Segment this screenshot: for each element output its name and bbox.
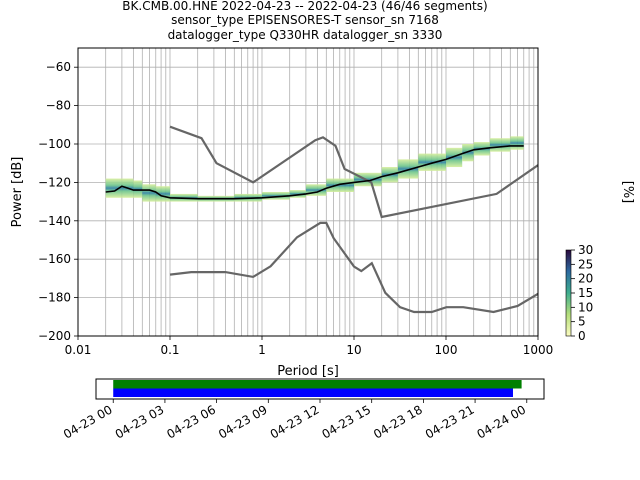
y-tick-label: −200 xyxy=(38,329,71,343)
colorbar-label: [%] xyxy=(620,181,635,204)
time-tick-label: 04-23 21 xyxy=(423,402,477,441)
density-cell xyxy=(510,136,524,150)
x-axis-ticks: 0.01 0.1 1 10 100 1000 xyxy=(65,336,554,357)
time-tick-label: 04-23 12 xyxy=(268,402,322,441)
title-line-2: sensor_type EPISENSORES-T sensor_sn 7168 xyxy=(171,13,439,27)
colorbar-tick-label: 30 xyxy=(578,243,593,257)
x-tick-label: 0.1 xyxy=(160,343,179,357)
y-tick-label: −140 xyxy=(38,214,71,228)
y-tick-label: −60 xyxy=(46,60,71,74)
y-tick-label: −180 xyxy=(38,291,71,305)
ppsd-plot: 0.01 0.1 1 10 100 1000 −60 −80 −100 −120 −140 −160… xyxy=(10,47,554,379)
new-low-noise-model-curve xyxy=(169,221,538,314)
colorbar-tick-label: 5 xyxy=(578,315,586,329)
y-axis-label: Power [dB] xyxy=(10,157,25,228)
time-tick-label: 04-23 18 xyxy=(371,402,425,441)
title-line-1: BK.CMB.00.HNE 2022-04-23 -- 2022-04-23 (… xyxy=(122,0,487,13)
time-tick-label: 04-23 15 xyxy=(319,402,373,441)
availability-bar xyxy=(113,388,513,397)
density-cell xyxy=(489,138,511,152)
availability-bar xyxy=(113,380,522,389)
colorbar-tick-label: 20 xyxy=(578,272,593,286)
time-tick-label: 04-23 09 xyxy=(216,402,270,441)
x-tick-label: 1000 xyxy=(523,343,554,357)
density-cell xyxy=(446,147,463,168)
density-cell xyxy=(326,178,354,192)
colorbar-gradient xyxy=(565,249,572,337)
x-tick-label: 10 xyxy=(346,343,361,357)
colorbar-tick-label: 0 xyxy=(578,329,586,343)
colorbar-tick-label: 10 xyxy=(578,300,593,314)
title-line-3: datalogger_type Q330HR datalogger_sn 333… xyxy=(168,28,443,42)
density-cell xyxy=(133,180,143,198)
mode-curve xyxy=(105,145,524,200)
y-tick-label: −160 xyxy=(38,252,71,266)
y-axis-ticks: −60 −80 −100 −120 −140 −160 −180 −200 xyxy=(38,60,78,343)
x-tick-label: 100 xyxy=(435,343,458,357)
y-tick-label: −120 xyxy=(38,175,71,189)
time-tick-label: 04-24 00 xyxy=(475,402,529,441)
x-tick-label: 0.01 xyxy=(65,343,92,357)
density-cell xyxy=(397,159,419,179)
curves xyxy=(105,125,538,314)
density-cell xyxy=(462,144,474,162)
time-tick-label: 04-23 00 xyxy=(61,402,115,441)
time-tick-label: 04-23 03 xyxy=(113,402,167,441)
x-axis-label: Period [s] xyxy=(277,364,339,379)
colorbar-tick-label: 15 xyxy=(578,286,593,300)
density-cell xyxy=(418,153,446,171)
density-cell xyxy=(262,192,290,200)
x-tick-label: 1 xyxy=(258,343,266,357)
new-high-noise-model-curve xyxy=(169,125,538,219)
y-tick-label: −80 xyxy=(46,99,71,113)
colorbar-tick-label: 25 xyxy=(578,257,593,271)
y-tick-label: −100 xyxy=(38,137,71,151)
density-cell xyxy=(105,178,122,198)
density-cell xyxy=(289,190,306,198)
time-tick-label: 04-23 06 xyxy=(164,402,218,441)
density-cell xyxy=(142,184,156,202)
density-cell xyxy=(305,184,327,196)
availability-bars xyxy=(113,380,522,397)
plot-frame xyxy=(77,47,539,337)
